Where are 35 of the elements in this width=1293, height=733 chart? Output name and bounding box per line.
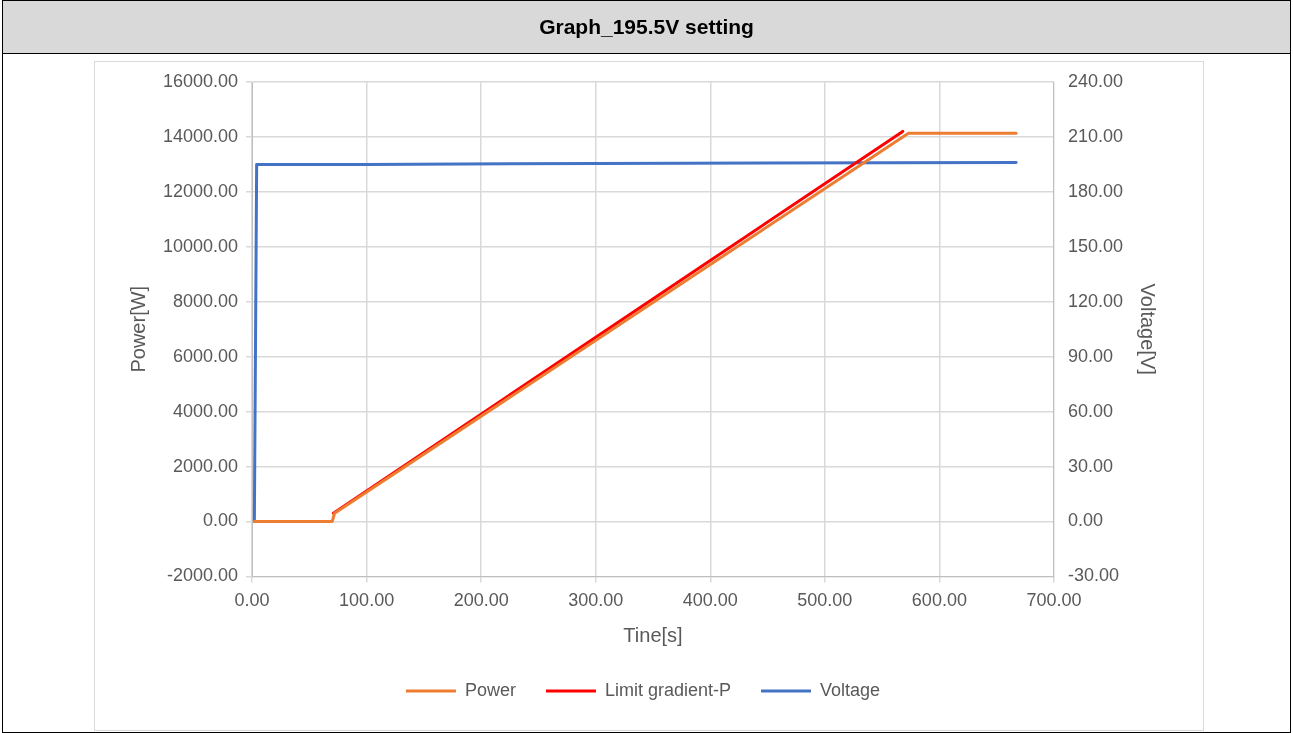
x-tick-label: 100.00 bbox=[339, 590, 395, 611]
chart-title: Graph_195.5V setting bbox=[3, 1, 1290, 54]
x-axis-title: Tine[s] bbox=[623, 623, 683, 646]
y-tick-label: 16000.00 bbox=[163, 70, 239, 91]
y2-tick-label: -30.00 bbox=[1067, 565, 1119, 586]
legend-label: Voltage bbox=[820, 679, 881, 700]
x-tick-label: 500.00 bbox=[797, 590, 853, 611]
y-tick-label: -2000.00 bbox=[167, 565, 239, 586]
y2-tick-label: 120.00 bbox=[1067, 290, 1124, 311]
y-axis-title: Power[W] bbox=[126, 285, 149, 373]
y-tick-label: 14000.00 bbox=[163, 125, 239, 146]
y2-tick-label: 0.00 bbox=[1067, 510, 1103, 531]
legend-label: Power bbox=[464, 679, 516, 700]
y-tick-label: 10000.00 bbox=[163, 235, 239, 256]
y-tick-label: 2000.00 bbox=[173, 455, 239, 476]
y2-tick-label: 60.00 bbox=[1067, 400, 1113, 421]
y2-tick-label: 30.00 bbox=[1067, 455, 1113, 476]
y-tick-label: 8000.00 bbox=[173, 290, 239, 311]
y2-tick-label: 180.00 bbox=[1067, 180, 1124, 201]
x-tick-label: 200.00 bbox=[453, 590, 509, 611]
y2-tick-label: 210.00 bbox=[1067, 125, 1124, 146]
y-tick-label: 6000.00 bbox=[173, 345, 239, 366]
y-tick-label: 0.00 bbox=[203, 510, 239, 531]
y2-tick-label: 240.00 bbox=[1067, 70, 1124, 91]
y2-tick-label: 150.00 bbox=[1067, 235, 1124, 256]
x-tick-label: 0.00 bbox=[234, 590, 270, 611]
x-tick-label: 600.00 bbox=[911, 590, 967, 611]
x-tick-label: 700.00 bbox=[1026, 590, 1082, 611]
x-tick-label: 400.00 bbox=[682, 590, 738, 611]
x-tick-label: 300.00 bbox=[568, 590, 624, 611]
y2-tick-label: 90.00 bbox=[1067, 345, 1113, 366]
legend-label: Limit gradient-P bbox=[604, 679, 732, 700]
y2-axis-title: Voltage[V] bbox=[1137, 283, 1160, 375]
y-tick-label: 4000.00 bbox=[173, 400, 239, 421]
y-tick-label: 12000.00 bbox=[163, 180, 239, 201]
